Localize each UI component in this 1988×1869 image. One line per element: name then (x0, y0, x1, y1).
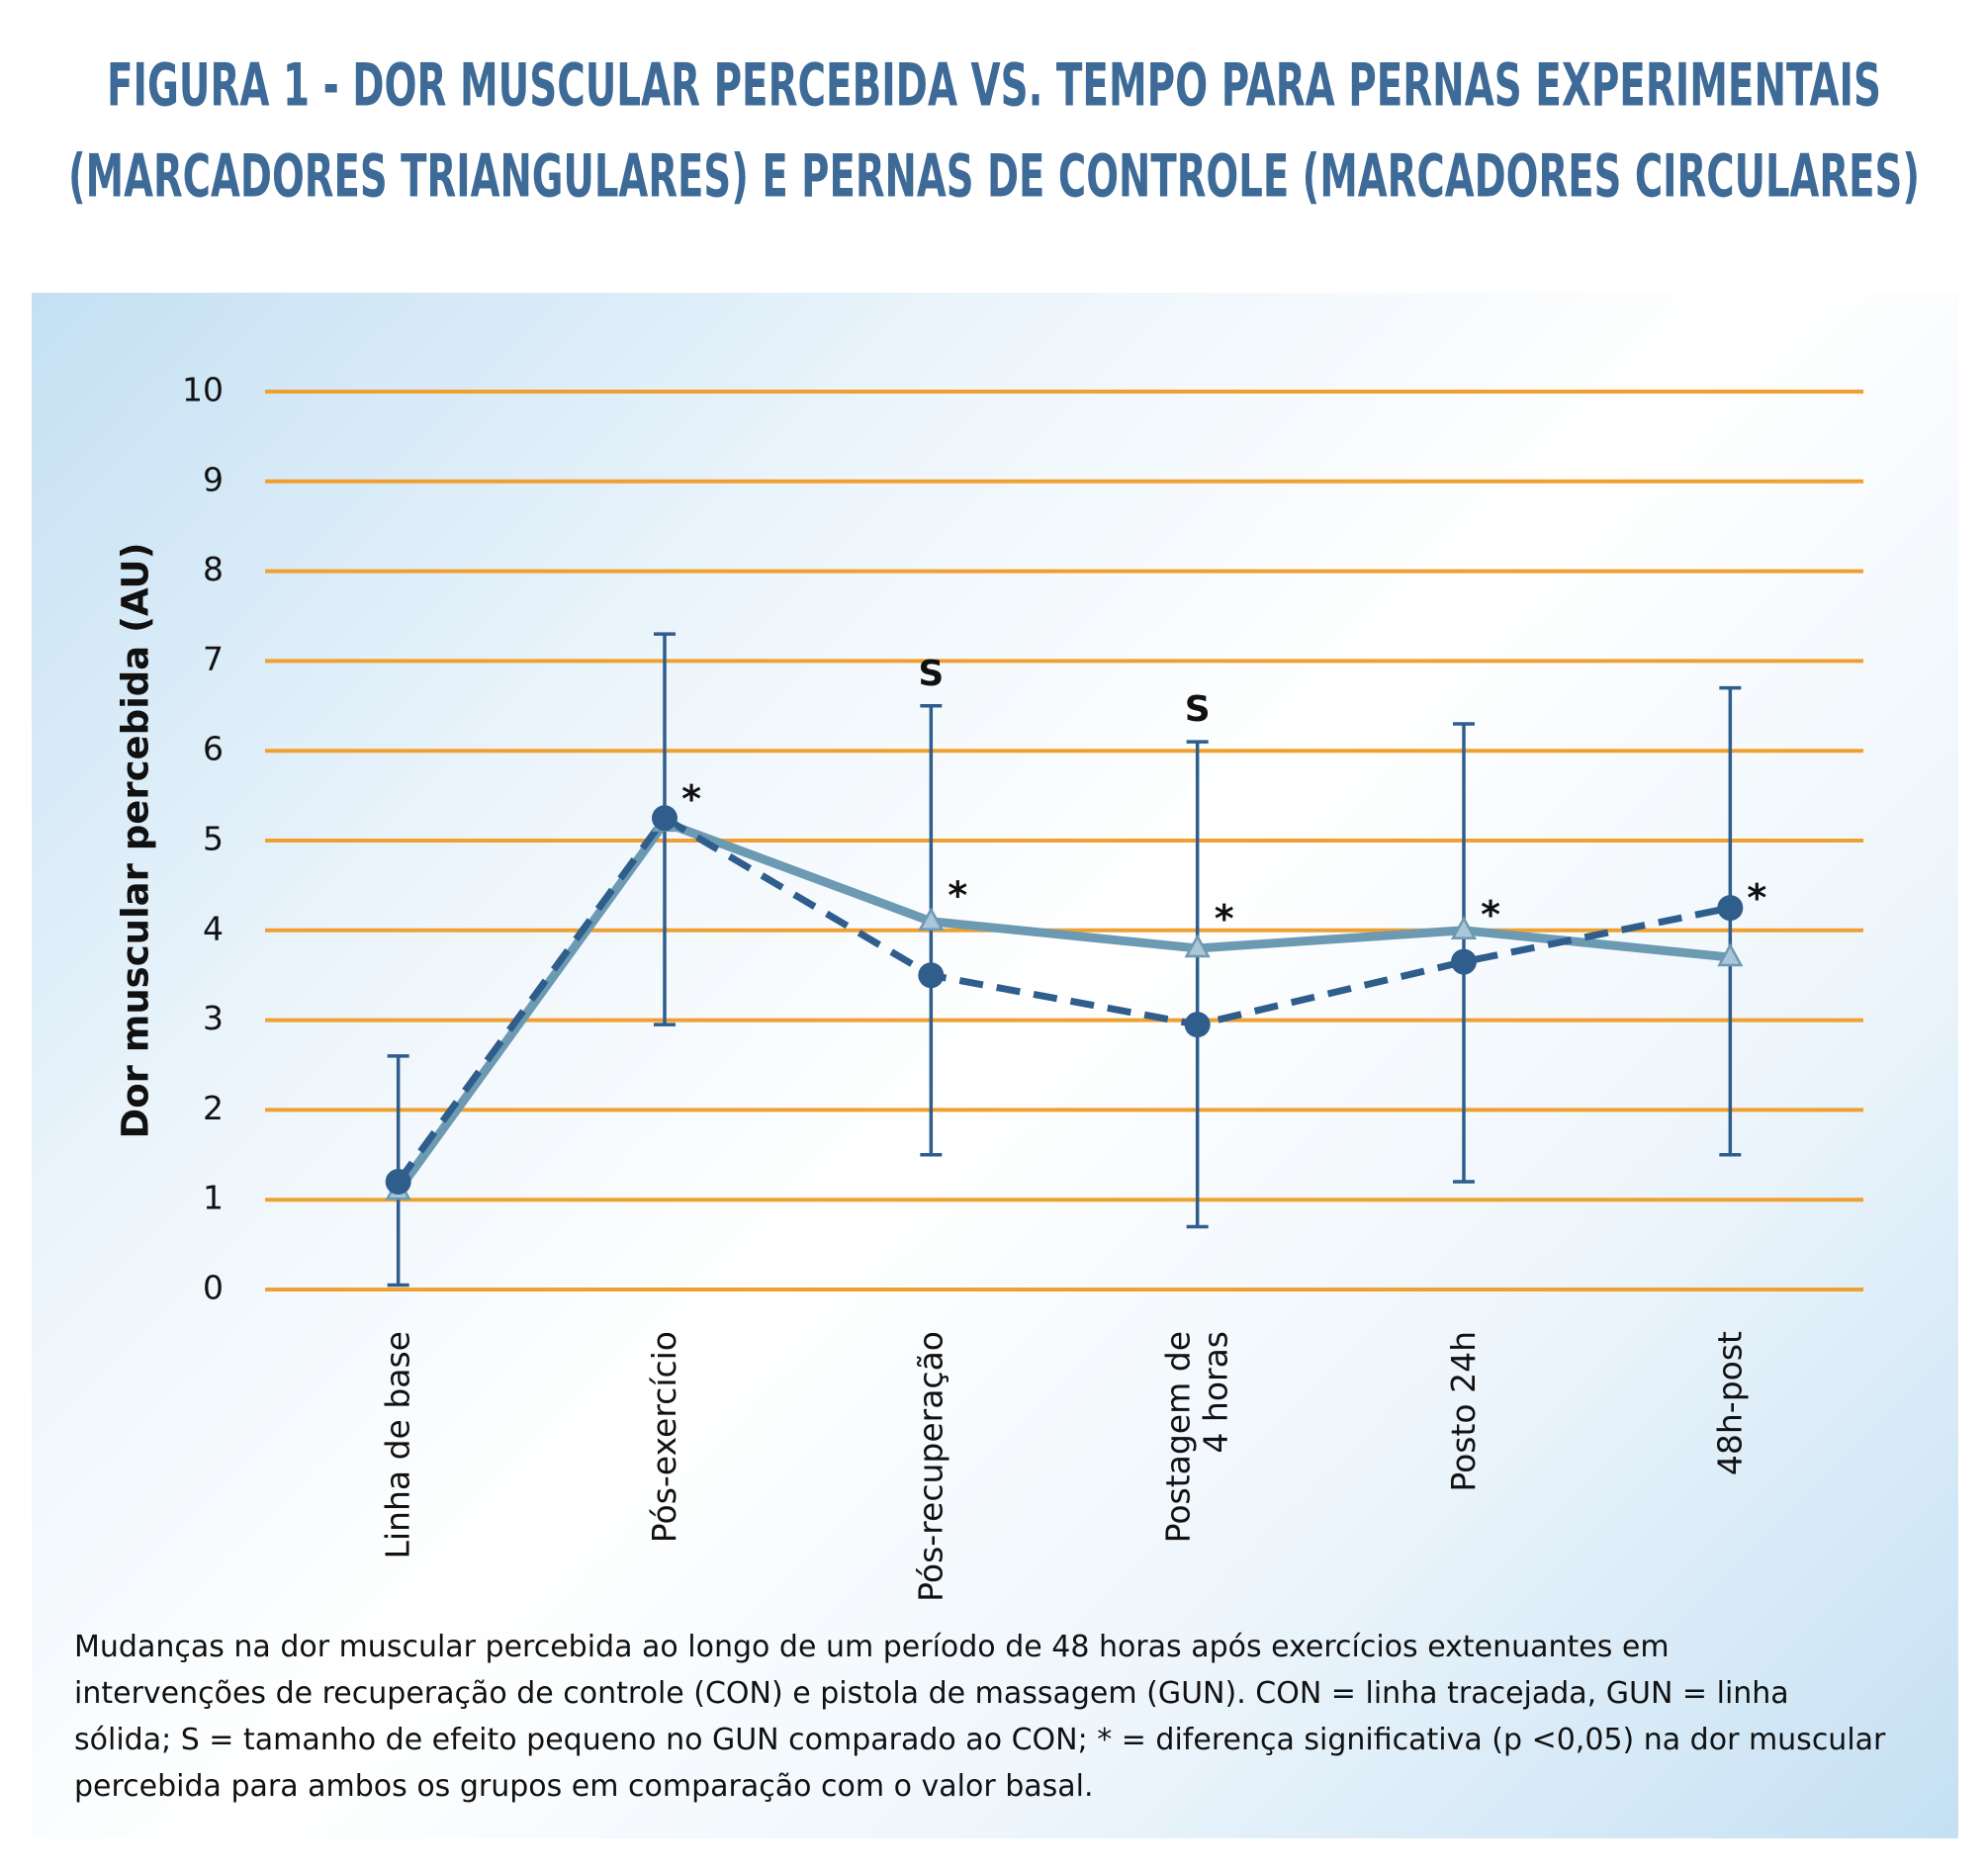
data-point (1717, 942, 1744, 967)
annotation: * (681, 777, 701, 821)
series-line (395, 814, 1732, 1185)
data-point (652, 805, 678, 832)
data-point (1451, 948, 1477, 975)
data-point (385, 1169, 411, 1196)
annotation: S (1185, 689, 1211, 730)
series-line (395, 818, 1731, 1194)
y-tick-label: 2 (203, 1089, 224, 1127)
chart-title: FIGURA 1 - DOR MUSCULAR PERCEBIDA VS. TE… (107, 51, 1881, 121)
caption: Mudanças na dor muscular percebida ao lo… (74, 1630, 1670, 1664)
x-tick-label: Linha de base (378, 1331, 417, 1559)
y-tick-label: 6 (203, 730, 224, 768)
data-point (918, 907, 945, 931)
y-axis-label: Dor muscular percebida (AU) (115, 543, 157, 1139)
y-tick-label: 7 (203, 640, 224, 678)
x-tick-label: Pós-recuperação (911, 1331, 950, 1602)
annotation: S (918, 654, 944, 694)
y-tick-label: 0 (203, 1269, 224, 1307)
caption: intervenções de recuperação de controle … (74, 1676, 1789, 1711)
data-point (1184, 934, 1211, 958)
x-tick-label: 48h-post (1710, 1331, 1750, 1476)
y-tick-label: 9 (203, 460, 224, 498)
error-bar (1719, 685, 1742, 1157)
y-tick-label: 3 (203, 999, 224, 1037)
y-tick-label: 4 (203, 909, 224, 947)
error-bar (1186, 740, 1209, 1229)
y-tick-label: 1 (203, 1179, 224, 1217)
x-tick-label: Posto 24h (1444, 1331, 1484, 1492)
chart-panel (32, 293, 1958, 1838)
data-point (918, 962, 945, 989)
y-tick-label: 10 (182, 371, 224, 409)
data-point (1450, 916, 1478, 940)
caption: percebida para ambos os grupos em compar… (74, 1769, 1094, 1804)
y-tick-label: 8 (203, 550, 224, 588)
chart-title: (MARCADORES TRIANGULARES) E PERNAS DE CO… (68, 142, 1920, 212)
y-tick-label: 5 (203, 820, 224, 858)
caption: sólida; S = tamanho de efeito pequeno no… (74, 1723, 1886, 1757)
x-tick-label: Postagem de 4 horas (1158, 1331, 1235, 1544)
annotation: * (1747, 876, 1766, 920)
annotation: * (948, 873, 967, 917)
data-point (1184, 1012, 1211, 1038)
data-point (1717, 895, 1744, 922)
annotation: * (1215, 897, 1234, 940)
x-tick-label: Pós-exercício (645, 1331, 684, 1544)
annotation: * (1481, 893, 1500, 936)
